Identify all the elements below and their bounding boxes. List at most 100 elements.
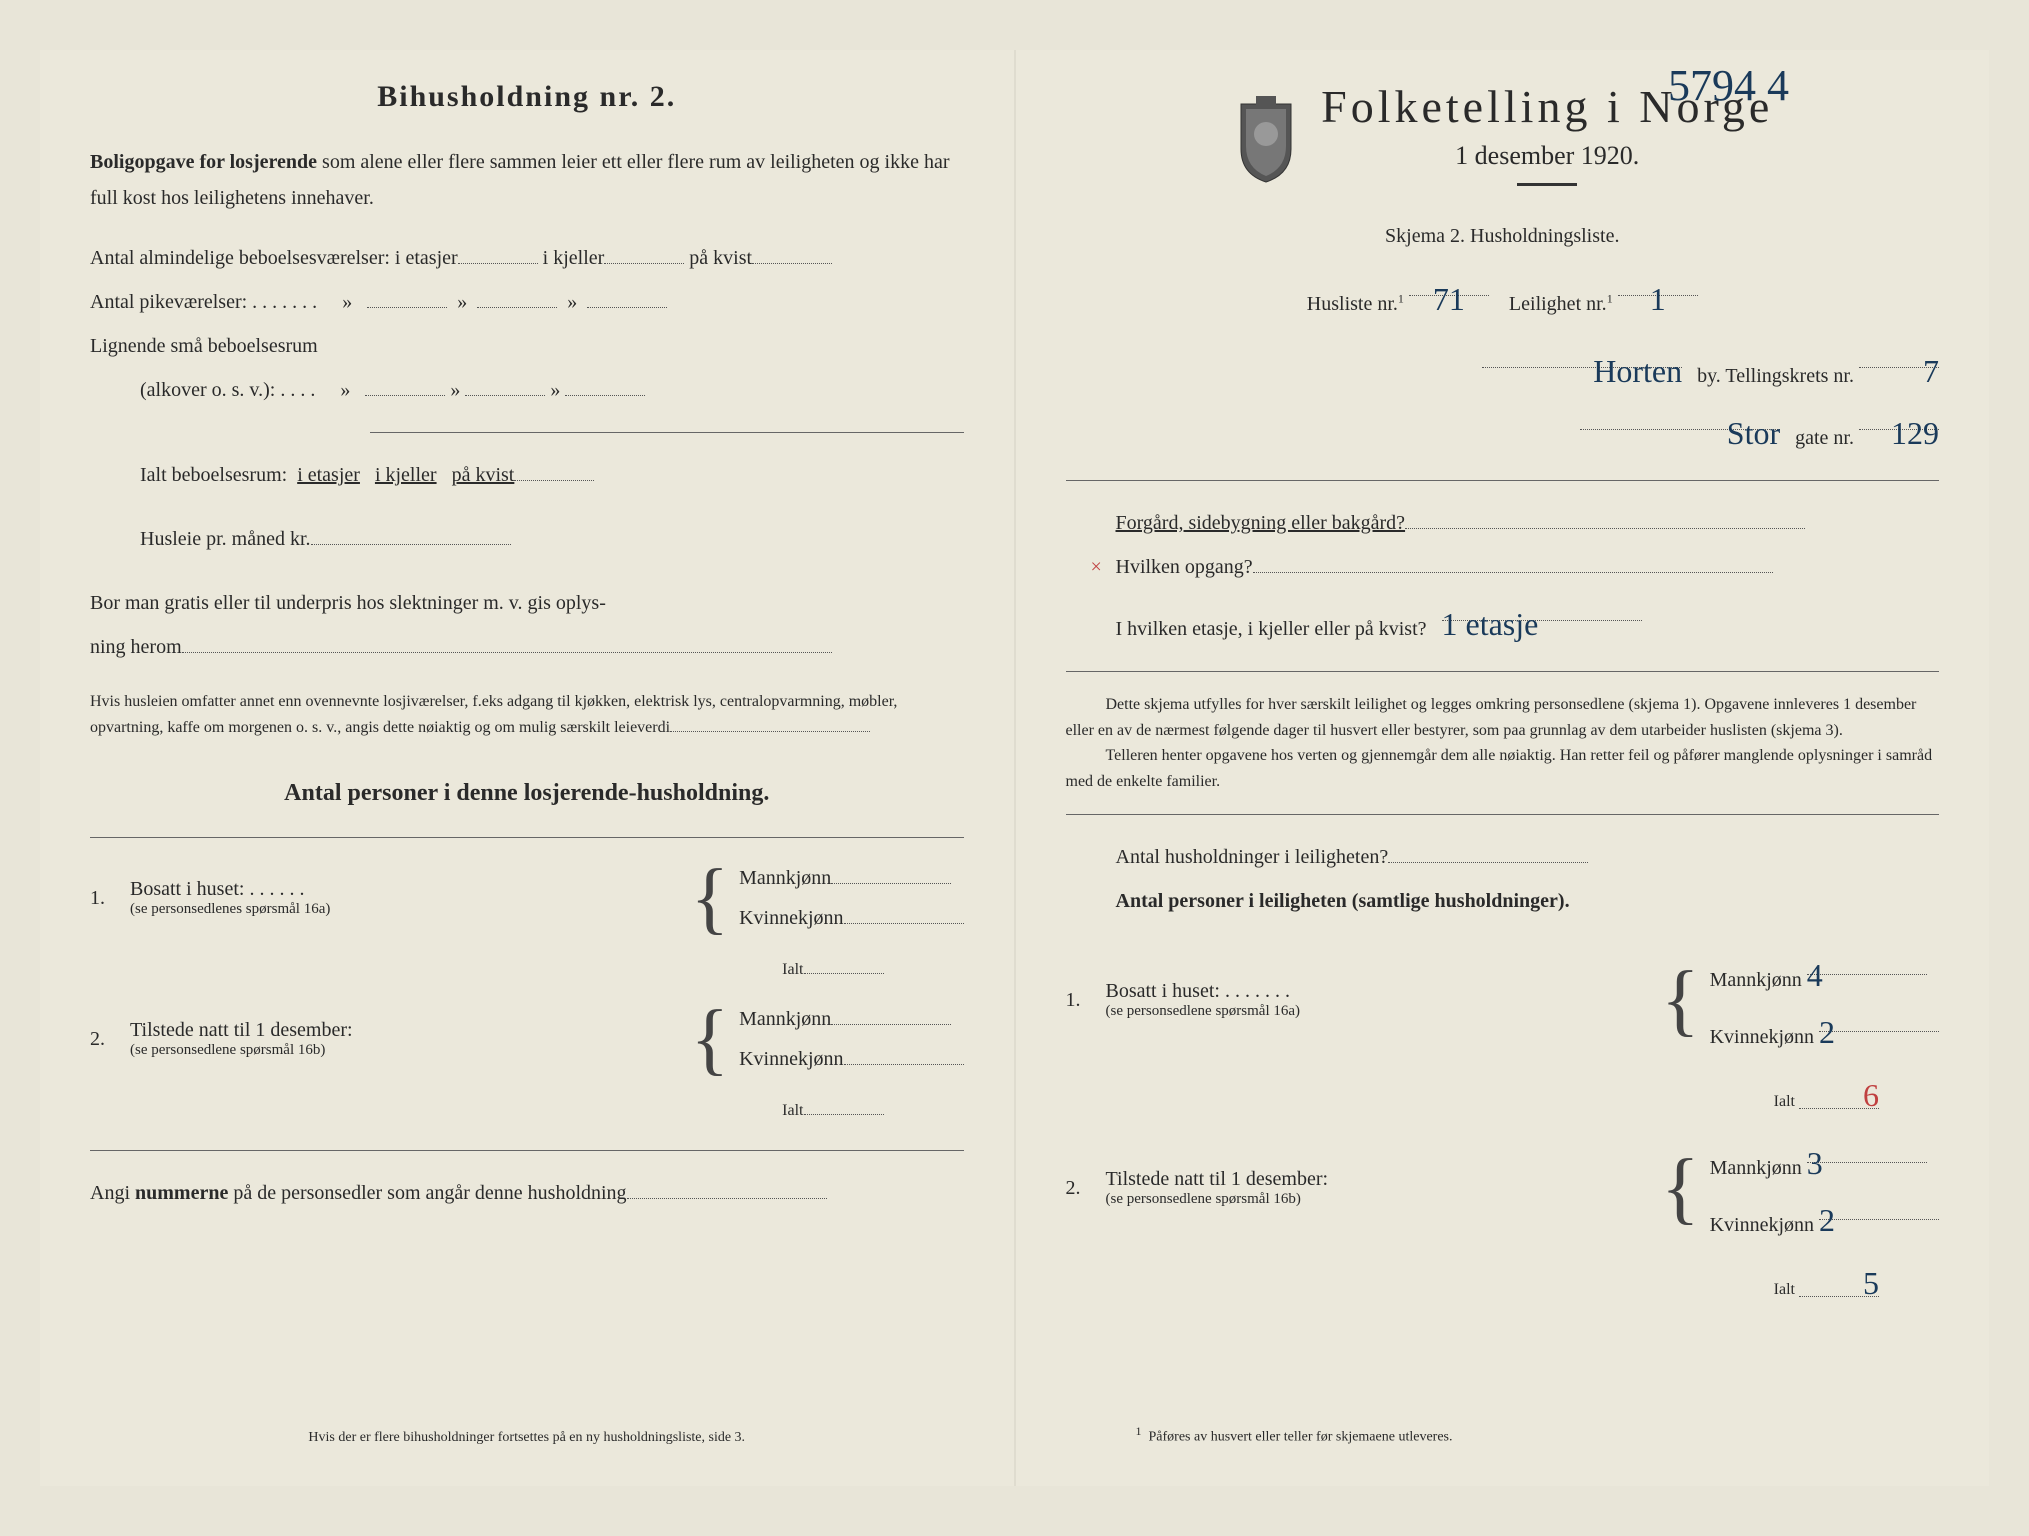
brace-icon-2: { (691, 1007, 729, 1071)
item1-label-block: Bosatt i huset: . . . . . . (se personse… (130, 878, 681, 918)
angi-line: Angi nummerne på de personsedler som ang… (90, 1171, 964, 1215)
line-ialt: Ialt beboelsesrum: i etasjer i kjeller p… (140, 453, 964, 497)
r-kvinne-val-2[interactable]: 2 (1819, 1188, 1939, 1220)
gate-hand-value[interactable]: Stor (1580, 398, 1780, 430)
husleie-label: Husleie pr. måned kr. (140, 528, 311, 550)
angi-pre: Angi (90, 1182, 135, 1204)
lign-field-2[interactable] (465, 376, 545, 396)
kvinne-field-1[interactable] (844, 904, 964, 924)
coat-of-arms-icon (1231, 94, 1301, 184)
note-paragraph: Hvis husleien omfatter annet enn ovennev… (90, 689, 964, 740)
r-mann-val-2[interactable]: 3 (1807, 1131, 1927, 1163)
note-field[interactable] (670, 716, 870, 732)
line-pike: Antal pikeværelser: . . . . . . . » » » (90, 280, 964, 324)
r-mann-val-1[interactable]: 4 (1807, 943, 1927, 975)
r-item2-label-block: Tilstede natt til 1 desember: (se person… (1106, 1168, 1652, 1208)
ialt-field-1[interactable] (804, 958, 884, 974)
right-item-1: 1. Bosatt i huset: . . . . . . . (se per… (1066, 943, 1940, 1057)
ialt-field-2[interactable] (804, 1099, 884, 1115)
mann-field-1[interactable] (831, 864, 951, 884)
ialt-label-2: Ialt (782, 1102, 803, 1119)
line-lign: Lignende små beboelsesrum (90, 324, 964, 368)
divider-3 (90, 1150, 964, 1151)
pike-field-1[interactable] (367, 288, 447, 308)
lign-label: Lignende små beboelsesrum (90, 335, 318, 357)
by-line: Horten by. Tellingskrets nr. 7 (1066, 336, 1940, 398)
r-ialt-val-1[interactable]: 6 (1799, 1077, 1879, 1109)
opgang-field[interactable] (1253, 553, 1773, 573)
left-item-1: 1. Bosatt i huset: . . . . . . (se perso… (90, 858, 964, 938)
date-subtitle: 1 desember 1920. (1321, 141, 1773, 171)
handwritten-top-number: 5794 4 (1668, 60, 1789, 111)
section-title-left: Antal personer i denne losjerende-hushol… (90, 780, 964, 807)
left-footnote: Hvis der er flere bihusholdninger fortse… (90, 1430, 964, 1446)
r-kvinne-1: Kvinnekjønn (1710, 1026, 1814, 1048)
r-mann-1: Mannkjønn (1710, 969, 1802, 991)
pike-field-2[interactable] (477, 288, 557, 308)
alm-field-3[interactable] (752, 244, 832, 264)
bor-label: Bor man gratis eller til underpris hos s… (90, 592, 606, 614)
kvinne-1: Kvinnekjønn (739, 907, 843, 929)
kvinne-field-2[interactable] (844, 1045, 964, 1065)
item2-label-block: Tilstede natt til 1 desember: (se person… (130, 1019, 681, 1059)
mann-field-2[interactable] (831, 1005, 951, 1025)
etasje-label: I hvilken etasje, i kjeller eller på kvi… (1116, 618, 1427, 640)
instructions-1: Dette skjema utfylles for hver særskilt … (1066, 692, 1940, 743)
r-ialt-val-2[interactable]: 5 (1799, 1265, 1879, 1297)
r-kvinne-2: Kvinnekjønn (1710, 1214, 1814, 1236)
cross-mark-icon: × (1091, 545, 1102, 589)
divider-1 (370, 432, 964, 433)
mann-2: Mannkjønn (739, 1008, 831, 1030)
opgang-label: Hvilken opgang? (1116, 556, 1253, 578)
r-item1-label: Bosatt i huset: . . . . . . . (1106, 980, 1290, 1002)
ialt-b: i kjeller (375, 464, 437, 486)
r-ialt-row-1: Ialt 6 (1066, 1077, 1880, 1111)
gate-line: Stor gate nr. 129 (1066, 398, 1940, 460)
forgard-line: Forgård, sidebygning eller bakgård? (1116, 501, 1940, 545)
etasje-value[interactable]: 1 etasje (1442, 589, 1642, 621)
ialt-field[interactable] (514, 461, 594, 481)
divider-2 (90, 837, 964, 838)
ning-field[interactable] (182, 633, 832, 653)
lign-field-3[interactable] (565, 376, 645, 396)
r-kvinne-val-1[interactable]: 2 (1819, 1000, 1939, 1032)
alm-field-2[interactable] (604, 244, 684, 264)
ialt-row-1: Ialt (90, 958, 884, 979)
sup-2: 1 (1607, 291, 1613, 305)
title-row: Folketelling i Norge 1 desember 1920. (1066, 80, 1940, 198)
item2-sub: (se personsedlene spørsmål 16b) (130, 1042, 681, 1059)
divider-r3 (1066, 814, 1940, 815)
ialt-c: på kvist (452, 464, 515, 486)
line-lign2: (alkover o. s. v.): . . . . » » » (140, 368, 964, 412)
intro-paragraph: Boligopgave for losjerende som alene ell… (90, 144, 964, 216)
leilighet-value[interactable]: 1 (1618, 264, 1698, 296)
r-num-2: 2. (1066, 1177, 1106, 1200)
pike-field-3[interactable] (587, 288, 667, 308)
forgard-label: Forgård, sidebygning eller bakgård? (1116, 512, 1406, 534)
by-value[interactable]: Horten (1482, 336, 1682, 368)
brace-group-1: { Mannkjønn Kvinnekjønn (681, 858, 964, 938)
forgard-field[interactable] (1405, 509, 1805, 529)
lign2-label: (alkover o. s. v.): . . . . (140, 379, 315, 401)
angi-field[interactable] (627, 1179, 827, 1199)
lign-field-1[interactable] (365, 376, 445, 396)
r-brace-icon-2: { (1661, 1156, 1699, 1220)
gate-value[interactable]: 129 (1859, 398, 1939, 430)
krets-value[interactable]: 7 (1859, 336, 1939, 368)
antal-hush-field[interactable] (1388, 843, 1588, 863)
husleie-field[interactable] (311, 525, 511, 545)
sup-1: 1 (1398, 291, 1404, 305)
alm-field-1[interactable] (458, 244, 538, 264)
left-title: Bihusholdning nr. 2. (90, 80, 964, 114)
alm-end: på kvist (689, 247, 752, 269)
r-ialt-row-2: Ialt 5 (1066, 1265, 1880, 1299)
r-ialt-label-1: Ialt (1774, 1093, 1795, 1110)
by-label: by. Tellingskrets nr. (1697, 365, 1854, 387)
divider-r1 (1066, 480, 1940, 481)
husliste-value[interactable]: 71 (1409, 264, 1489, 296)
r-brace-group-1: { Mannkjønn 4 Kvinnekjønn 2 (1651, 943, 1939, 1057)
r-ialt-label-2: Ialt (1774, 1281, 1795, 1298)
right-page: 5794 4 Folketelling i Norge 1 desember 1… (1015, 50, 1990, 1486)
antal-hush-line: Antal husholdninger i leiligheten? (1116, 835, 1940, 879)
etasje-line: I hvilken etasje, i kjeller eller på kvi… (1116, 589, 1940, 651)
